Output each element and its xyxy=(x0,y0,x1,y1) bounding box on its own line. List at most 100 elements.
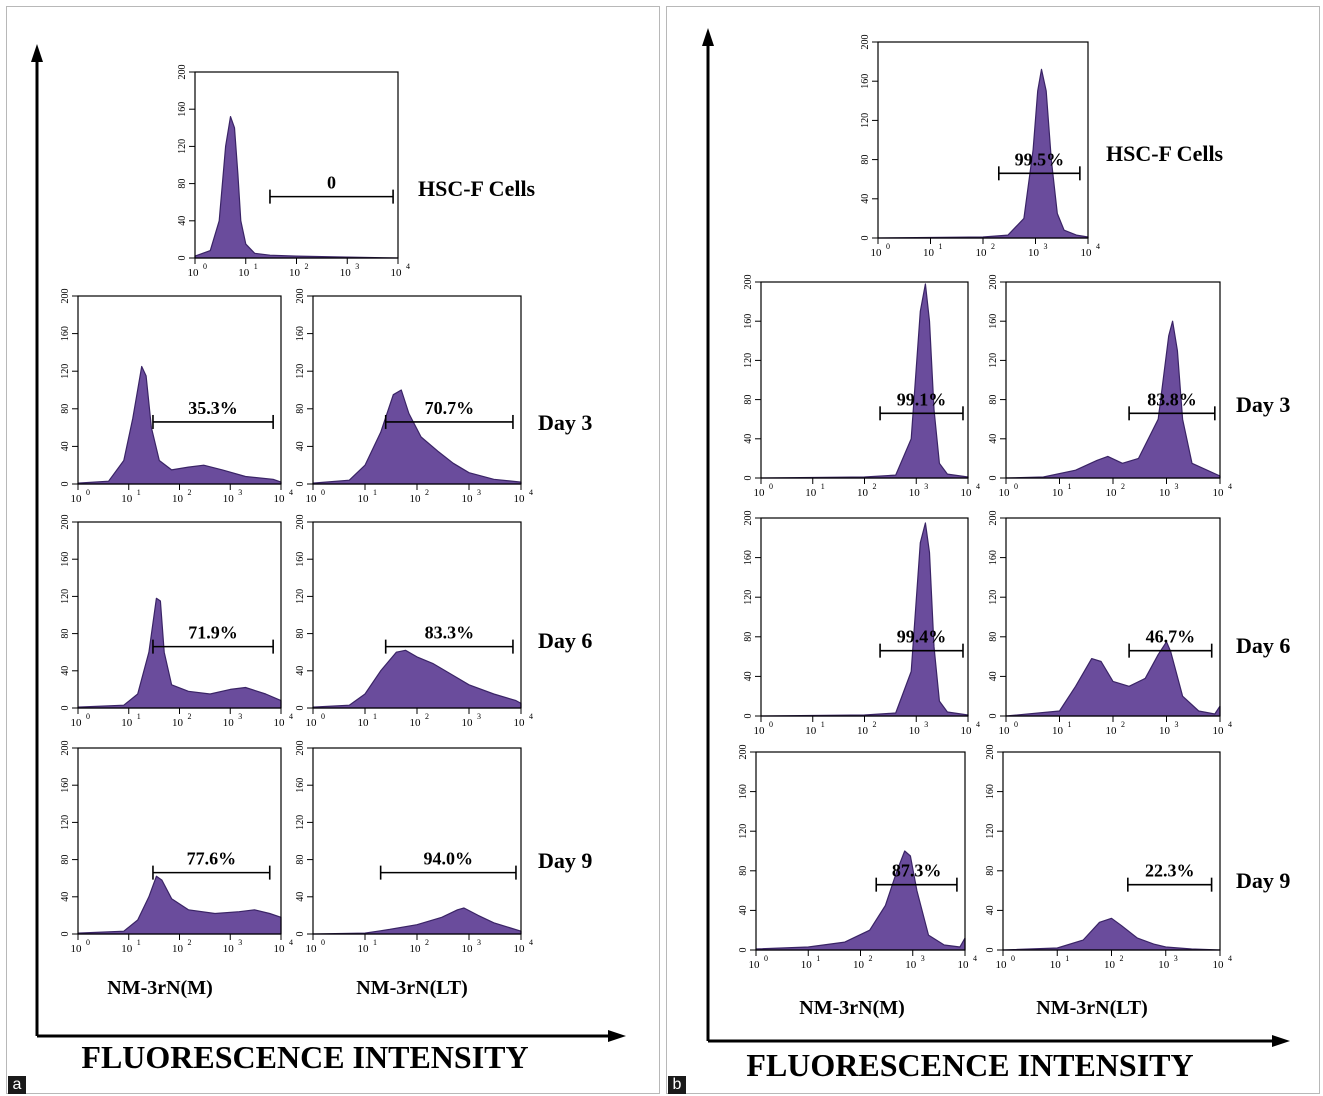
x-tick-label: 10 xyxy=(1159,725,1171,737)
y-tick-label: 40 xyxy=(860,194,871,204)
y-tick-label: 40 xyxy=(60,892,71,902)
x-tick-label: 10 xyxy=(274,943,286,955)
x-tick-exponent: 2 xyxy=(1121,720,1125,729)
x-tick-label: 10 xyxy=(909,725,921,737)
x-tick-exponent: 2 xyxy=(873,482,877,491)
x-tick-label: 10 xyxy=(238,267,250,279)
panel-a-day-label: Day 6 xyxy=(538,628,592,653)
y-tick-label: 160 xyxy=(860,74,871,89)
y-tick-label: 160 xyxy=(60,326,71,341)
x-tick-exponent: 2 xyxy=(869,954,873,963)
gate-percentage-label: 35.3% xyxy=(188,398,238,418)
x-tick-exponent: 4 xyxy=(976,720,980,729)
x-tick-label: 10 xyxy=(121,943,133,955)
x-tick-label: 10 xyxy=(514,717,526,729)
panel-b-x-arrowhead xyxy=(1272,1035,1290,1047)
y-tick-label: 0 xyxy=(743,476,754,481)
histogram-fill xyxy=(877,68,1089,239)
y-tick-label: 40 xyxy=(988,671,999,681)
plot-frame xyxy=(755,751,966,951)
y-tick-label: 80 xyxy=(988,395,999,405)
panel-b-frame xyxy=(666,6,1320,1094)
x-tick-label: 10 xyxy=(71,943,83,955)
y-tick-label: 80 xyxy=(60,855,71,865)
x-tick-label: 10 xyxy=(923,247,935,259)
y-tick-label: 120 xyxy=(860,113,871,128)
panel-b-hsc-f-title: HSC-F Cells xyxy=(1106,141,1224,166)
y-tick-label: 40 xyxy=(985,905,996,915)
x-tick-label: 10 xyxy=(1106,487,1118,499)
x-tick-exponent: 4 xyxy=(529,488,533,497)
y-tick-label: 200 xyxy=(60,289,71,304)
x-tick-label: 10 xyxy=(1213,725,1225,737)
y-tick-label: 40 xyxy=(60,666,71,676)
panel-b-day-label: Day 6 xyxy=(1236,633,1290,658)
y-tick-label: 200 xyxy=(743,511,754,526)
y-tick-label: 80 xyxy=(743,632,754,642)
x-tick-label: 10 xyxy=(754,487,766,499)
x-tick-exponent: 1 xyxy=(816,954,820,963)
x-tick-exponent: 0 xyxy=(764,954,768,963)
x-tick-exponent: 4 xyxy=(529,938,533,947)
gate-percentage-label: 71.9% xyxy=(188,623,238,643)
x-tick-exponent: 2 xyxy=(425,938,429,947)
y-tick-label: 40 xyxy=(988,434,999,444)
y-tick-label: 200 xyxy=(985,745,996,760)
panel-b-axis-title: FLUORESCENCE INTENSITY xyxy=(746,1047,1193,1083)
x-tick-label: 10 xyxy=(857,725,869,737)
y-tick-label: 80 xyxy=(295,404,306,414)
x-tick-label: 10 xyxy=(961,487,973,499)
y-tick-label: 120 xyxy=(988,590,999,605)
y-tick-label: 40 xyxy=(177,216,188,226)
x-tick-label: 10 xyxy=(1106,725,1118,737)
x-tick-exponent: 4 xyxy=(529,712,533,721)
y-tick-label: 80 xyxy=(743,395,754,405)
x-tick-label: 10 xyxy=(188,267,200,279)
y-tick-label: 40 xyxy=(738,905,749,915)
x-tick-exponent: 2 xyxy=(991,242,995,251)
x-tick-exponent: 3 xyxy=(1044,242,1048,251)
x-tick-exponent: 2 xyxy=(873,720,877,729)
y-tick-label: 0 xyxy=(985,948,996,953)
x-tick-exponent: 4 xyxy=(973,954,977,963)
x-tick-label: 10 xyxy=(1159,487,1171,499)
x-tick-exponent: 1 xyxy=(137,938,141,947)
gate-percentage-label: 87.3% xyxy=(892,861,942,881)
y-tick-label: 120 xyxy=(985,824,996,839)
x-tick-label: 10 xyxy=(996,959,1008,971)
x-tick-label: 10 xyxy=(358,493,370,505)
x-tick-exponent: 1 xyxy=(373,712,377,721)
x-tick-exponent: 0 xyxy=(1014,482,1018,491)
panel-a-column-label: NM-3rN(LT) xyxy=(356,977,467,999)
x-tick-exponent: 3 xyxy=(1175,720,1179,729)
x-tick-exponent: 3 xyxy=(355,262,359,271)
y-tick-label: 0 xyxy=(177,256,188,261)
y-tick-label: 160 xyxy=(988,314,999,329)
y-tick-label: 160 xyxy=(60,552,71,567)
y-tick-label: 120 xyxy=(60,364,71,379)
x-tick-label: 10 xyxy=(462,717,474,729)
y-tick-label: 200 xyxy=(738,745,749,760)
y-tick-label: 200 xyxy=(60,741,71,756)
x-tick-label: 10 xyxy=(853,959,865,971)
x-tick-exponent: 4 xyxy=(289,712,293,721)
x-tick-exponent: 1 xyxy=(821,482,825,491)
gate-percentage-label: 0 xyxy=(327,173,336,193)
x-tick-exponent: 3 xyxy=(238,712,242,721)
y-tick-label: 80 xyxy=(985,866,996,876)
y-tick-label: 160 xyxy=(60,778,71,793)
gate-percentage-label: 22.3% xyxy=(1145,861,1195,881)
x-tick-exponent: 0 xyxy=(769,720,773,729)
x-tick-exponent: 0 xyxy=(886,242,890,251)
x-tick-exponent: 3 xyxy=(921,954,925,963)
y-tick-label: 160 xyxy=(177,102,188,117)
y-tick-label: 0 xyxy=(743,714,754,719)
x-tick-exponent: 4 xyxy=(1228,954,1232,963)
x-tick-exponent: 1 xyxy=(373,488,377,497)
